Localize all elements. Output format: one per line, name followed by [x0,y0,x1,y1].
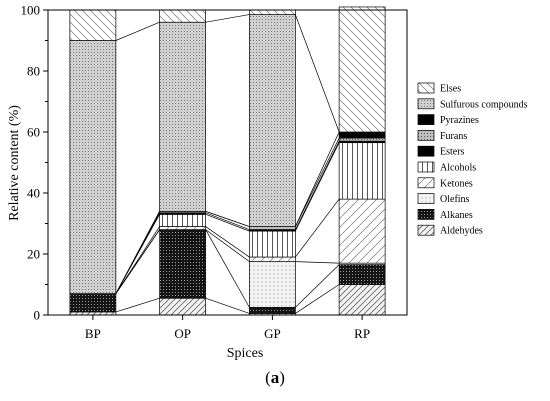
connector-gp-rp-7 [295,137,340,227]
caption-suffix: ) [279,368,285,387]
caption-letter: a [270,368,280,387]
bar-bp-alkanes [69,293,117,313]
connector-gp-rp-5 [295,142,340,232]
y-axis: 0 20 40 60 80 100 [21,3,48,323]
legend-swatch-elses [417,82,435,94]
bar-gp-furans [249,226,296,230]
x-tick-label-bp: BP [85,326,101,341]
bar-rp-alcohols [338,142,386,200]
legend-label-pyrazines: Pyrazines [440,115,479,126]
y-tick-label-80: 80 [27,64,40,79]
bar-op-aldehydes [159,297,206,316]
y-tick-label-60: 60 [27,125,40,140]
bar-bp-sulfurous-compounds [69,40,117,294]
x-tick-label-gp: GP [264,326,281,341]
connector-gp-rp-1 [295,284,340,314]
bar-rp-ketones [338,198,386,264]
legend-swatch-pyrazines [417,114,435,125]
bars [69,6,386,316]
bar-rp-alkanes [338,264,386,285]
bar-rp-aldehydes [338,284,386,316]
legend-label-esters: Esters [440,147,465,158]
bar-gp-alkanes [249,307,296,314]
connector-op-gp-4 [205,226,250,258]
bar-gp-alcohols [249,230,296,258]
legend-label-alkanes: Alkanes [440,210,473,221]
legend-swatch-olefins [417,193,435,204]
y-tick-label-40: 40 [27,186,40,201]
y-axis-title: Relative content (%) [7,105,22,221]
connector-op-gp-6 [205,212,250,230]
bar-rp-pyrazines [338,131,386,139]
y-tick-label-0: 0 [34,308,41,323]
legend-swatch-alcohols [417,161,435,173]
connector-bp-op-4 [115,226,160,294]
x-axis: BP OP GP RP [85,315,370,341]
legend-swatch-ketones [417,177,435,189]
connector-gp-rp-4 [295,198,340,258]
connector-op-gp-2 [205,229,250,308]
connector-gp-rp-8 [295,131,340,227]
connector-op-gp-1 [205,297,250,314]
legend-label-alcohols: Alcohols [440,163,476,174]
bar-op-elses [159,9,206,23]
legend-swatch-esters [417,145,435,157]
bar-op-sulfurous-compounds [159,21,206,212]
legend-label-elses: Elses [440,84,461,95]
legend-label-olefins: Olefins [440,194,470,205]
bar-op-alkanes [159,229,206,299]
connector-gp-rp-6 [295,140,340,230]
connector-gp-rp-2 [295,264,340,308]
legend-label-aldehydes: Aldehydes [440,226,483,237]
bar-gp-elses [249,9,296,15]
connector-op-gp-8 [205,210,250,227]
connector-gp-rp-3 [295,261,340,264]
bar-gp-ketones [249,256,296,262]
x-tick-label-op: OP [174,326,191,341]
bar-rp-furans [338,137,386,142]
bar-gp-olefins [249,261,296,308]
connector-op-gp-3 [205,229,250,262]
legend-label-sulfurous-compounds: Sulfurous compounds [440,99,528,110]
bar-rp-elses [338,6,386,133]
connector-gp-rp-9 [295,14,340,133]
legend-label-ketones: Ketones [440,178,473,189]
y-tick-label-100: 100 [21,3,41,18]
connector-bp-op-8 [115,211,160,294]
x-tick-label-rp: RP [354,326,370,341]
figure-caption: (a) [0,368,550,388]
connector-op-gp-9 [205,14,250,23]
connector-bp-op-9 [115,21,160,41]
legend-swatch-furans [417,130,435,141]
connector-bp-op-1 [115,297,160,313]
bar-bp-elses [69,9,117,41]
legend-swatch-aldehydes [417,224,435,236]
legend-label-furans: Furans [440,131,467,142]
bar-gp-sulfurous-compounds [249,14,296,227]
legend-swatch-alkanes [417,209,435,220]
stack-connectors [115,14,340,314]
y-tick-label-20: 20 [27,247,40,262]
caption-prefix: ( [265,368,271,387]
x-axis-title: Spices [227,346,264,361]
bar-op-alcohols [159,214,206,227]
legend-swatch-sulfurous-compounds [417,98,435,110]
legend: Elses Sulfurous compounds Pyrazines Furans E… [417,82,528,237]
connector-op-gp-5 [205,214,250,232]
stacked-bar-chart: 0 20 40 60 80 100 BP OP GP RP Elses Sulfurous com… [7,3,528,362]
bar-op-ketones [159,226,206,230]
